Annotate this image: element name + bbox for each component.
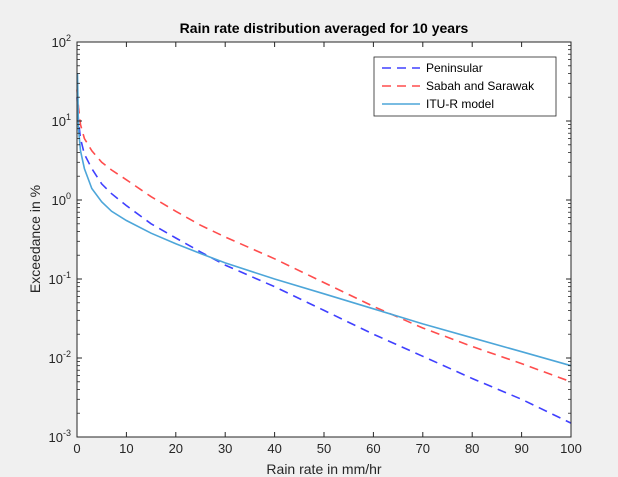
x-axis-ticks: 0 10 20 30 40 50 60 70 80 90 100 [73, 42, 582, 456]
x-tick-label: 60 [366, 441, 380, 456]
x-tick-label: 80 [465, 441, 479, 456]
x-tick-label: 40 [267, 441, 281, 456]
y-tick-label: 101 [52, 112, 71, 129]
x-tick-label: 10 [119, 441, 133, 456]
legend-label-sabah-sarawak: Sabah and Sarawak [426, 79, 535, 93]
y-tick-base: 10 [52, 193, 66, 208]
x-tick-label: 20 [169, 441, 183, 456]
y-tick-label: 10-1 [49, 270, 71, 287]
y-tick-exponent: 2 [66, 33, 71, 43]
y-tick-base: 10 [52, 35, 66, 50]
y-tick-label: 10-3 [49, 428, 71, 445]
y-tick-base: 10 [49, 430, 63, 445]
y-tick-base: 10 [49, 272, 63, 287]
legend-label-peninsular: Peninsular [426, 61, 483, 75]
y-tick-base: 10 [49, 351, 63, 366]
y-tick-label: 102 [52, 33, 71, 50]
x-tick-label: 90 [514, 441, 528, 456]
series-line-2 [76, 73, 572, 367]
y-tick-exponent: -3 [63, 428, 71, 438]
y-axis-label: Exceedance in % [27, 185, 43, 293]
x-tick-label: 0 [73, 441, 80, 456]
y-tick-exponent: 0 [66, 191, 71, 201]
x-axis-label: Rain rate in mm/hr [266, 461, 381, 477]
legend: Peninsular Sabah and Sarawak ITU-R model [373, 56, 557, 117]
legend-label-itu-r: ITU-R model [426, 97, 494, 111]
axes-box [76, 41, 572, 438]
x-tick-label: 50 [317, 441, 331, 456]
x-tick-label: 30 [218, 441, 232, 456]
y-tick-exponent: 1 [66, 112, 71, 122]
y-tick-exponent: -1 [63, 270, 71, 280]
y-tick-exponent: -2 [63, 349, 71, 359]
chart-title: Rain rate distribution averaged for 10 y… [180, 20, 469, 36]
x-tick-label: 70 [416, 441, 430, 456]
y-tick-label: 10-2 [49, 349, 71, 366]
series-line-1 [76, 89, 572, 383]
x-tick-label: 100 [560, 441, 582, 456]
series-layer [76, 73, 572, 424]
series-line-0 [76, 97, 572, 424]
y-tick-base: 10 [52, 114, 66, 129]
y-tick-label: 100 [52, 191, 71, 208]
